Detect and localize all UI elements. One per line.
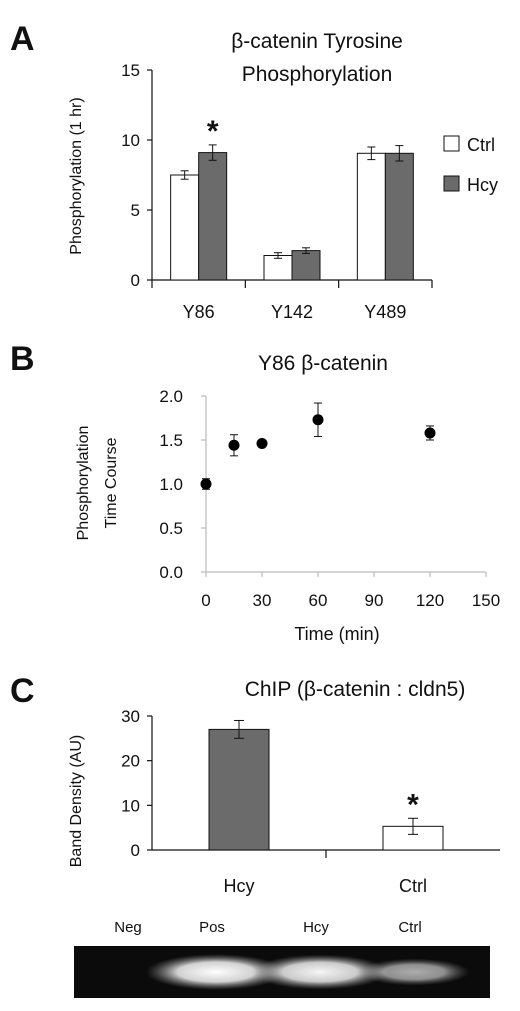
panel-b-points <box>200 402 436 490</box>
panel-c-y-tick-label: 10 <box>121 796 140 815</box>
panel-a-y-tick-label: 5 <box>131 201 140 220</box>
gel-lane-labels: Neg Pos Hcy Ctrl <box>114 919 421 936</box>
panel-b-x-tick-label: 90 <box>365 591 384 610</box>
legend-label-ctrl: Ctrl <box>467 135 495 155</box>
legend-swatch-hcy <box>443 175 460 192</box>
panel-c-title: ChIP (β-catenin : cldn5) <box>245 678 466 701</box>
data-point-t0 <box>200 478 212 490</box>
panel-b-x-tick-label: 60 <box>309 591 328 610</box>
gel-lane-label-pos: Pos <box>199 919 225 936</box>
gel-lane-label-ctrl: Ctrl <box>398 919 421 936</box>
panel-b-x-tick-label: 30 <box>253 591 272 610</box>
error-bar-ctrl-y489 <box>367 146 376 161</box>
panel-a-title-line1: β-catenin Tyrosine <box>231 30 403 53</box>
panel-a: A β-catenin Tyrosine Phosphorylation Pho… <box>10 20 498 322</box>
panel-c-y-tick-label: 20 <box>121 752 140 771</box>
legend-label-hcy: Hcy <box>467 175 498 195</box>
bar-ctrl-y86 <box>170 174 200 281</box>
panel-a-y-tick-label: 10 <box>121 131 140 150</box>
panel-b-axes: 0.0 0.5 1.0 1.5 2.0 0 30 60 90 120 150 <box>159 387 500 610</box>
panel-b-letter: B <box>10 340 35 378</box>
panel-a-categories: Y86 Y142 Y489 <box>183 302 407 322</box>
data-point-t60 <box>312 414 324 426</box>
panel-a-y-tick-label: 0 <box>131 271 140 290</box>
panel-a-title-line2: Phosphorylation <box>242 63 393 86</box>
bar-hcy-y489 <box>384 152 414 281</box>
data-point-t15 <box>228 439 240 451</box>
panel-a-legend: Ctrl Hcy <box>443 135 498 195</box>
category-label-ctrl: Ctrl <box>399 876 427 896</box>
error-bar-hcy <box>234 719 244 739</box>
significance-star: * <box>207 115 219 148</box>
panel-b-y-tick-label: 0.0 <box>159 563 183 582</box>
data-point-t120 <box>424 427 436 439</box>
panel-b-y-tick-label: 2.0 <box>159 387 183 406</box>
panel-c-y-label: Band Density (AU) <box>68 735 85 868</box>
category-label-y489: Y489 <box>364 302 406 322</box>
panel-b-y-tick-label: 0.5 <box>159 519 183 538</box>
legend-swatch-ctrl <box>443 135 460 152</box>
category-label-y86: Y86 <box>183 302 215 322</box>
gel-band-pos <box>146 954 286 990</box>
panel-b-x-label: Time (min) <box>294 624 379 644</box>
category-label-hcy: Hcy <box>224 876 255 896</box>
panel-a-y-tick-label: 15 <box>121 61 140 80</box>
error-bar-ctrl-y142 <box>274 252 282 259</box>
panel-c-bars: * <box>208 719 444 851</box>
panel-b-x-tick-label: 150 <box>472 591 500 610</box>
panel-b-title: Y86 β-catenin <box>258 352 388 375</box>
panel-a-y-label: Phosphorylation (1 hr) <box>68 97 85 254</box>
panel-b-y-label-line2: Time Course <box>103 437 120 528</box>
gel-band-ctrl <box>358 958 470 986</box>
panel-c-letter: C <box>10 672 35 710</box>
panel-c: C ChIP (β-catenin : cldn5) Band Density … <box>10 672 500 896</box>
bar-ctrl-y142 <box>263 255 293 281</box>
data-point-t30 <box>256 438 268 450</box>
gel-lane-label-neg: Neg <box>114 919 142 936</box>
panel-b-y-label-line1: Phosphorylation <box>75 426 92 541</box>
error-bar-ctrl <box>408 817 418 835</box>
gel-bands <box>146 954 470 990</box>
gel-band-hcy <box>251 954 389 990</box>
error-bar-hcy-y489 <box>395 145 404 162</box>
error-bar-hcy-y86 <box>208 144 217 161</box>
bar-hcy <box>208 728 270 851</box>
gel-panel: Neg Pos Hcy Ctrl <box>74 919 490 998</box>
panel-b: B Y86 β-catenin Phosphorylation Time Cou… <box>10 340 500 644</box>
panel-c-y-tick-label: 0 <box>131 841 140 860</box>
panel-b-x-tick-label: 120 <box>416 591 444 610</box>
panel-b-x-tick-label: 0 <box>201 591 210 610</box>
bar-ctrl-y489 <box>356 152 386 281</box>
bar-hcy-y142 <box>291 250 321 281</box>
bar-hcy-y86 <box>198 152 228 281</box>
panel-a-bars: * <box>170 115 414 281</box>
error-bar-hcy-y142 <box>302 247 310 254</box>
panel-c-categories: Hcy Ctrl <box>224 876 428 896</box>
significance-star: * <box>407 788 419 821</box>
gel-lane-label-hcy: Hcy <box>303 919 329 936</box>
panel-b-y-tick-label: 1.5 <box>159 431 183 450</box>
panel-a-letter: A <box>10 20 35 58</box>
category-label-y142: Y142 <box>271 302 313 322</box>
error-bar-ctrl-y86 <box>180 170 189 180</box>
panel-b-y-tick-label: 1.0 <box>159 475 183 494</box>
panel-c-y-tick-label: 30 <box>121 707 140 726</box>
